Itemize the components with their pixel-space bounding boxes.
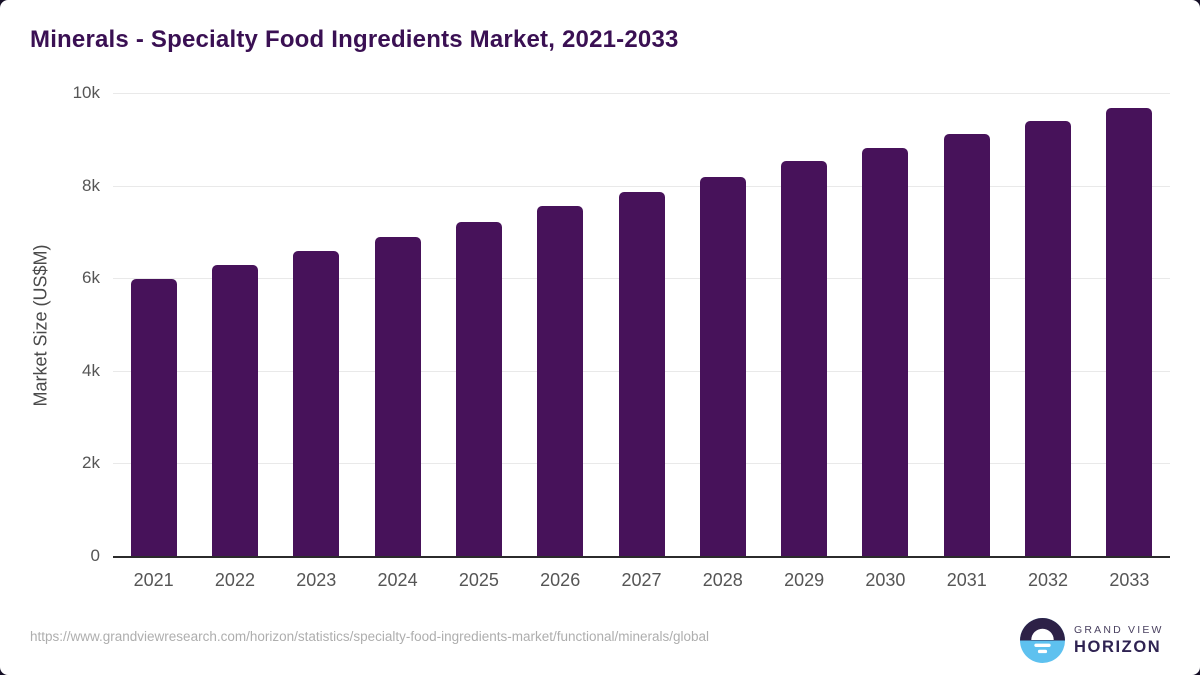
bar-2027 — [618, 191, 665, 556]
brand-logo: GRAND VIEW HORIZON — [1020, 618, 1164, 663]
horizon-sunset-icon — [1020, 618, 1065, 663]
x-tick-label: 2023 — [296, 570, 337, 590]
y-tick-label: 8k — [82, 175, 100, 195]
x-tick-label: 2024 — [377, 570, 418, 590]
brand-text: GRAND VIEW HORIZON — [1074, 624, 1164, 657]
y-tick-label: 6k — [82, 268, 100, 288]
gridline-8k — [113, 185, 1170, 187]
x-tick-label: 2022 — [214, 570, 255, 590]
bar-2024 — [374, 237, 421, 556]
x-tick-label: 2033 — [1109, 570, 1150, 590]
source-url: https://www.grandviewresearch.com/horizo… — [30, 629, 710, 644]
x-tick-label: 2028 — [702, 570, 743, 590]
y-axis-title-wrap: Market Size (US$M) — [0, 93, 82, 558]
x-tick-label: 2030 — [865, 570, 906, 590]
bar-2030 — [862, 147, 909, 556]
y-tick-label: 4k — [82, 360, 100, 380]
bar-2021 — [130, 279, 177, 556]
bar-2032 — [1025, 121, 1072, 556]
x-tick-label: 2025 — [458, 570, 499, 590]
x-tick-label: 2027 — [621, 570, 662, 590]
bar-2023 — [293, 250, 340, 556]
gridline-10k — [113, 93, 1170, 94]
y-tick-label: 2k — [82, 453, 100, 473]
bar-2025 — [455, 222, 502, 556]
x-tick-label: 2031 — [946, 570, 987, 590]
brand-name-bottom: HORIZON — [1074, 638, 1162, 656]
bar-2029 — [781, 161, 828, 556]
x-tick-label: 2021 — [133, 570, 174, 590]
y-tick-label: 10k — [72, 83, 100, 102]
chart-title: Minerals - Specialty Food Ingredients Ma… — [30, 26, 679, 53]
bar-2031 — [943, 134, 990, 556]
bar-2028 — [699, 176, 746, 556]
x-tick-label: 2026 — [540, 570, 581, 590]
brand-name-top: GRAND VIEW — [1074, 624, 1164, 636]
x-tick-label: 2029 — [784, 570, 825, 590]
bar-2026 — [537, 205, 584, 556]
bar-2022 — [211, 264, 258, 556]
bar-2033 — [1106, 107, 1153, 556]
y-tick-label: 0 — [90, 546, 100, 565]
plot-area: 0 2k 4k 6k 8k 10k 2021 2022 2023 2024 2025 2026 2027… — [73, 84, 1170, 590]
x-tick-label: 2032 — [1028, 570, 1069, 590]
